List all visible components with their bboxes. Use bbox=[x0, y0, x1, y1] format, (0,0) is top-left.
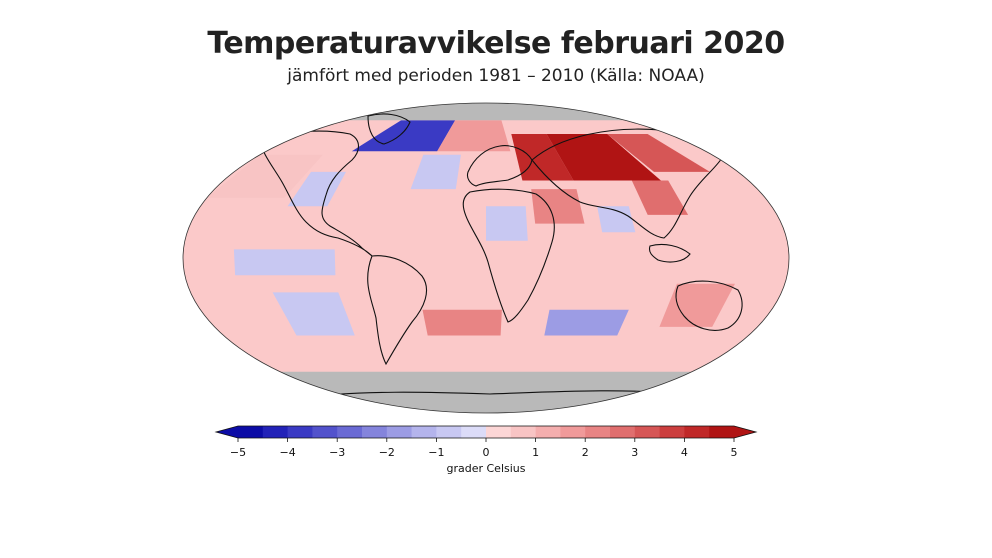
greenland-coast bbox=[367, 113, 411, 145]
colorbar-segment bbox=[461, 426, 487, 438]
colorbar-tick-label: 5 bbox=[731, 446, 738, 459]
colorbar-tick-label: −2 bbox=[379, 446, 395, 459]
colorbar-ticks: −5 −4 −3 −2 −1 0 1 2 3 4 5 bbox=[230, 438, 738, 459]
colorbar-segment bbox=[510, 426, 537, 438]
region-india bbox=[597, 206, 636, 233]
region-antarctica bbox=[280, 371, 692, 413]
colorbar-segment bbox=[337, 426, 363, 438]
southeast-asia-coast bbox=[648, 243, 691, 263]
colorbar-segment bbox=[386, 426, 413, 438]
colorbar-tick-label: 2 bbox=[582, 446, 589, 459]
region-north-atlantic bbox=[410, 154, 461, 190]
region-north-pacific bbox=[206, 154, 323, 198]
colorbar-segment bbox=[287, 426, 313, 438]
colorbar-segment bbox=[659, 426, 685, 438]
region-north-america-west bbox=[287, 171, 346, 207]
region-australia bbox=[659, 283, 735, 327]
colorbar-segment bbox=[535, 426, 561, 438]
colorbar-tick-label: 4 bbox=[681, 446, 688, 459]
colorbar-tick-label: −4 bbox=[279, 446, 295, 459]
region-south-atlantic bbox=[422, 309, 502, 336]
colorbar-segment bbox=[709, 426, 735, 438]
region-middle-east bbox=[531, 189, 585, 224]
colorbar-segments bbox=[214, 425, 758, 439]
colorbar-segment bbox=[411, 426, 437, 438]
europe-coast bbox=[466, 145, 533, 187]
region-south-indian-ocean bbox=[544, 309, 629, 336]
globe-outline bbox=[182, 102, 790, 414]
map-title: Temperaturavvikelse februari 2020 bbox=[207, 26, 785, 61]
africa-coast bbox=[462, 188, 555, 323]
region-eastern-siberia bbox=[607, 134, 710, 172]
south-america-coast bbox=[367, 255, 427, 366]
colorbar-unit-label: grader Celsius bbox=[446, 462, 525, 475]
colorbar-max-extend bbox=[734, 426, 756, 438]
colorbar-segment bbox=[486, 426, 512, 438]
region-arctic-canada-greenland bbox=[351, 120, 456, 152]
region-equatorial-pacific-east bbox=[233, 249, 336, 276]
region-south-pacific bbox=[272, 292, 355, 336]
region-sahara bbox=[486, 206, 528, 241]
region-siberia-core bbox=[546, 134, 661, 181]
colorbar-segment bbox=[560, 426, 586, 438]
colorbar-segment bbox=[610, 426, 636, 438]
colorbar-segment bbox=[312, 426, 338, 438]
north-america-coast bbox=[259, 130, 373, 257]
colorbar-tick-label: −1 bbox=[428, 446, 444, 459]
australia-coast bbox=[675, 280, 743, 331]
colorbar-segment bbox=[262, 426, 289, 438]
region-arctic-north-atlantic bbox=[437, 120, 511, 152]
colorbar-min-extend bbox=[216, 426, 238, 438]
colorbar-segment bbox=[684, 426, 710, 438]
colorbar-tick-label: 0 bbox=[483, 446, 490, 459]
region-china bbox=[631, 180, 689, 215]
colorbar-segment bbox=[238, 426, 264, 438]
colorbar-tick-label: 1 bbox=[532, 446, 539, 459]
colorbar-segment bbox=[585, 426, 611, 438]
colorbar-segment bbox=[634, 426, 661, 438]
colorbar-tick-label: 3 bbox=[631, 446, 638, 459]
colorbar-segment bbox=[436, 426, 462, 438]
anomaly-regions bbox=[206, 103, 735, 413]
colorbar-tick-label: −5 bbox=[230, 446, 246, 459]
colorbar-tick-label: −3 bbox=[329, 446, 345, 459]
colorbar-segment bbox=[362, 426, 388, 438]
map-subtitle: jämfört med perioden 1981 – 2010 (Källa:… bbox=[287, 66, 705, 86]
